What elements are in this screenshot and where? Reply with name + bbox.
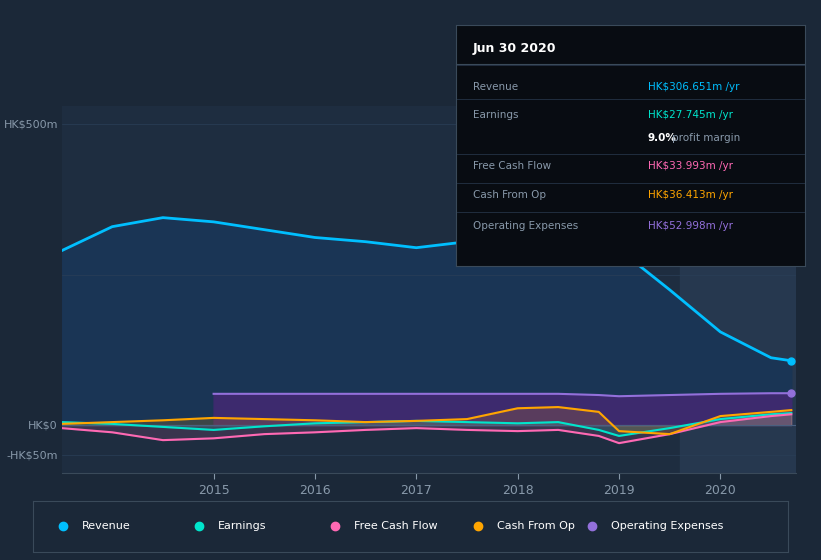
Text: HK$36.413m /yr: HK$36.413m /yr [648, 190, 732, 200]
Text: Free Cash Flow: Free Cash Flow [354, 521, 438, 531]
Text: HK$52.998m /yr: HK$52.998m /yr [648, 221, 732, 231]
Text: Operating Expenses: Operating Expenses [473, 221, 578, 231]
Text: Earnings: Earnings [473, 110, 519, 120]
Text: Operating Expenses: Operating Expenses [611, 521, 723, 531]
Text: Cash From Op: Cash From Op [498, 521, 576, 531]
Text: Cash From Op: Cash From Op [473, 190, 546, 200]
Text: profit margin: profit margin [672, 133, 741, 143]
Text: HK$306.651m /yr: HK$306.651m /yr [648, 82, 739, 92]
Text: -HK$50m: -HK$50m [7, 450, 58, 460]
Text: Revenue: Revenue [473, 82, 518, 92]
Text: Revenue: Revenue [82, 521, 131, 531]
Text: HK$33.993m /yr: HK$33.993m /yr [648, 161, 732, 171]
Text: Jun 30 2020: Jun 30 2020 [473, 42, 557, 55]
Text: HK$0: HK$0 [28, 420, 58, 430]
Text: HK$500m: HK$500m [3, 119, 58, 129]
Text: 9.0%: 9.0% [648, 133, 677, 143]
Text: Free Cash Flow: Free Cash Flow [473, 161, 551, 171]
Bar [680, 106, 796, 473]
Text: HK$27.745m /yr: HK$27.745m /yr [648, 110, 732, 120]
Text: Earnings: Earnings [218, 521, 266, 531]
